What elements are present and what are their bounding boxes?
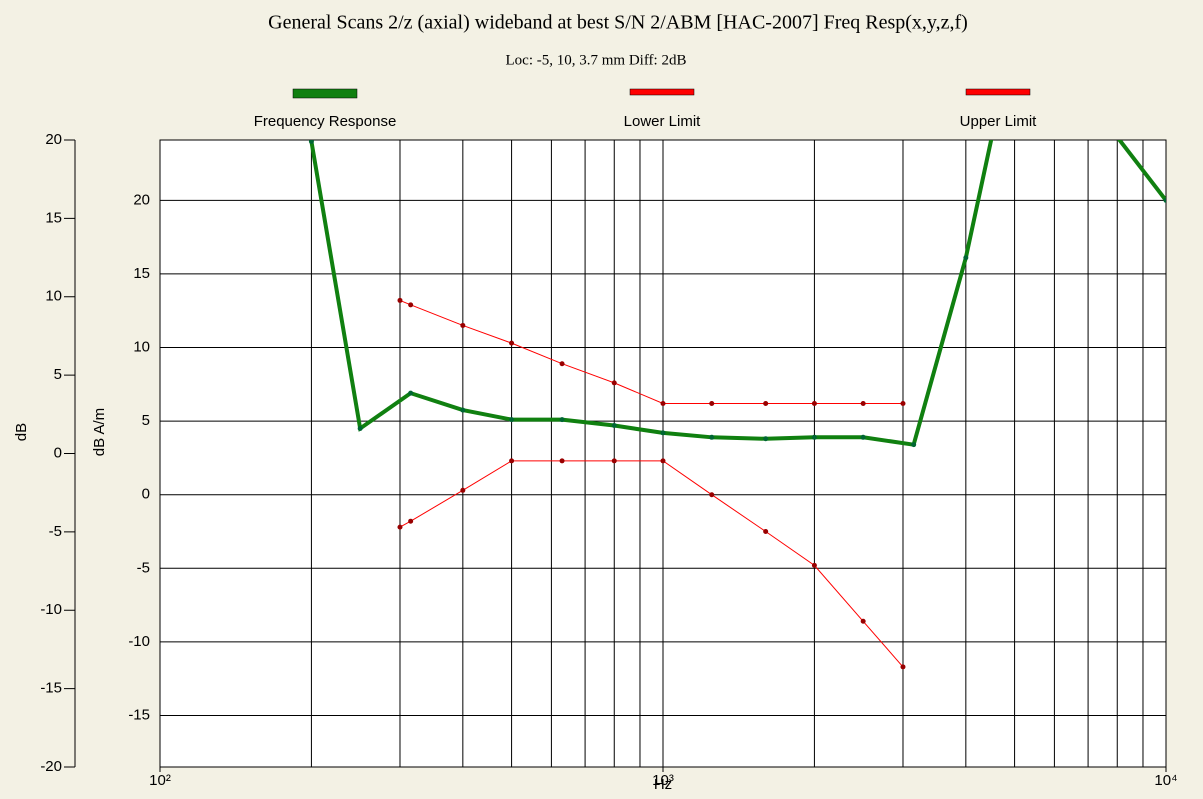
data-point <box>509 458 515 464</box>
x-tick-label: 10³ <box>652 772 674 789</box>
data-point <box>900 664 906 670</box>
data-point <box>408 518 414 524</box>
data-point <box>763 400 769 406</box>
data-point <box>763 436 769 442</box>
y-tick-label: 0 <box>54 444 62 461</box>
data-point <box>911 442 917 448</box>
data-point <box>397 524 403 530</box>
y2-tick-label: -15 <box>128 706 150 723</box>
data-point <box>811 562 817 568</box>
data-point <box>460 322 466 328</box>
data-point <box>709 400 715 406</box>
legend-swatch <box>965 88 1031 96</box>
data-point <box>963 255 969 261</box>
series-line <box>399 460 904 668</box>
data-point <box>308 140 314 144</box>
y-tick-label: 20 <box>45 131 62 148</box>
y2-tick-label: -5 <box>137 559 150 576</box>
y-tick-label: 15 <box>45 209 62 226</box>
chart-subtitle: Loc: -5, 10, 3.7 mm Diff: 2dB <box>506 52 687 68</box>
series-line <box>309 140 1166 447</box>
data-point <box>860 618 866 624</box>
legend-swatch <box>292 88 358 99</box>
data-point <box>408 302 414 308</box>
y2-tick-label: 15 <box>133 265 150 282</box>
data-point <box>811 400 817 406</box>
y2-tick-label: 5 <box>142 412 150 429</box>
data-point <box>611 380 617 386</box>
data-point <box>811 434 817 440</box>
data-point <box>709 492 715 498</box>
data-point <box>559 458 565 464</box>
data-point <box>763 529 769 535</box>
data-point <box>408 390 414 396</box>
data-point <box>860 400 866 406</box>
data-point <box>460 407 466 413</box>
data-point <box>660 430 666 436</box>
plot-content <box>308 140 1166 670</box>
legend-label: Upper Limit <box>960 113 1038 130</box>
legend-label: Frequency Response <box>254 113 397 130</box>
data-point <box>709 434 715 440</box>
x-tick-label: 10² <box>149 772 171 789</box>
data-point <box>357 425 363 431</box>
data-point <box>1163 197 1166 203</box>
y2-tick-label: 10 <box>133 338 150 355</box>
y-tick-label: -10 <box>40 601 62 618</box>
y2-tick-label: -10 <box>128 633 150 650</box>
data-point <box>860 434 866 440</box>
y-tick-label: -5 <box>49 523 62 540</box>
x-axis-label: Hz <box>654 776 672 793</box>
data-point <box>660 458 666 464</box>
y2-tick-label: 0 <box>142 486 150 503</box>
y-tick-label: -15 <box>40 680 62 697</box>
data-point <box>509 417 515 423</box>
y-tick-label: 5 <box>54 366 62 383</box>
legend-swatch <box>629 88 695 96</box>
data-point <box>559 417 565 423</box>
y-tick-label: -20 <box>40 758 62 775</box>
y-axis-label: dB <box>13 423 30 441</box>
legend-label: Lower Limit <box>624 113 702 130</box>
y2-tick-label: 20 <box>133 191 150 208</box>
data-point <box>460 487 466 493</box>
chart-title: General Scans 2/z (axial) wideband at be… <box>268 12 968 34</box>
x-tick-label: 10⁴ <box>1154 772 1177 789</box>
y2-axis-label: dB A/m <box>91 408 108 456</box>
data-point <box>397 297 403 303</box>
data-point <box>611 423 617 429</box>
data-point <box>660 400 666 406</box>
series-line <box>399 299 903 404</box>
data-point <box>611 458 617 464</box>
y-tick-label: 10 <box>45 288 62 305</box>
data-point <box>900 400 906 406</box>
data-point <box>509 340 515 346</box>
data-point <box>559 361 565 367</box>
